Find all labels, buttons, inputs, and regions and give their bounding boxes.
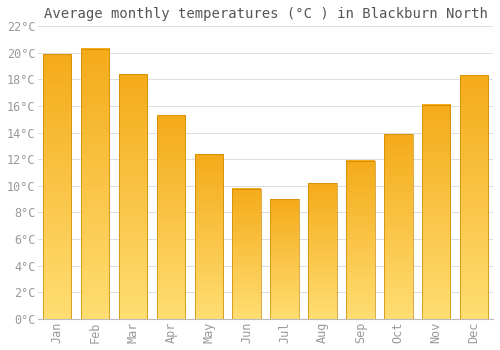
Bar xyxy=(346,161,374,319)
Bar xyxy=(270,199,299,319)
Bar xyxy=(384,134,412,319)
Bar xyxy=(43,54,72,319)
Bar xyxy=(81,49,110,319)
Bar xyxy=(232,189,261,319)
Title: Average monthly temperatures (°C ) in Blackburn North: Average monthly temperatures (°C ) in Bl… xyxy=(44,7,488,21)
Bar xyxy=(460,76,488,319)
Bar xyxy=(194,154,223,319)
Bar xyxy=(308,183,336,319)
Bar xyxy=(422,105,450,319)
Bar xyxy=(119,74,147,319)
Bar xyxy=(156,116,185,319)
